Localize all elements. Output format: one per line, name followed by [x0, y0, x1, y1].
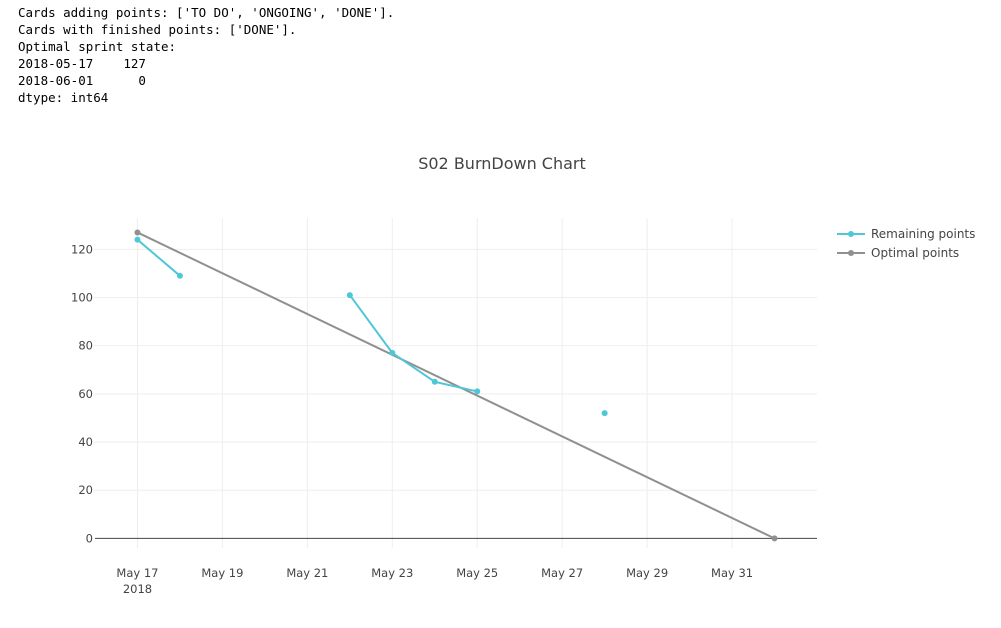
legend-item-optimal-points[interactable]: Optimal points	[837, 246, 959, 260]
y-tick-label: 120	[71, 242, 93, 256]
y-tick-label: 60	[78, 387, 93, 401]
series-line	[136, 238, 181, 277]
y-tick-label: 80	[78, 339, 93, 353]
console-line: Optimal sprint state:	[18, 39, 177, 54]
console-line: Cards adding points: ['TO DO', 'ONGOING'…	[18, 5, 395, 20]
legend-marker-icon	[848, 250, 854, 256]
data-point[interactable]	[176, 272, 183, 279]
series-optimal-points	[134, 229, 778, 542]
y-gridlines	[95, 248, 817, 491]
series-line	[137, 231, 775, 540]
x-tick-label: May 27	[541, 566, 583, 580]
data-point[interactable]	[134, 229, 141, 236]
series-line	[349, 294, 478, 393]
y-tick-label: 20	[78, 483, 93, 497]
x-year-label: 2018	[123, 582, 152, 596]
legend-label: Optimal points	[871, 246, 959, 260]
data-point[interactable]	[431, 378, 438, 385]
x-tick-label: May 17	[116, 566, 158, 580]
data-point[interactable]	[134, 236, 141, 243]
x-tick-label: May 31	[711, 566, 753, 580]
y-tick-label: 0	[86, 531, 93, 545]
chart-title: S02 BurnDown Chart	[418, 154, 586, 173]
legend-marker-icon	[848, 231, 854, 237]
data-point[interactable]	[474, 388, 481, 395]
series-layer	[134, 229, 778, 542]
x-tick-label: May 21	[286, 566, 328, 580]
y-tick-label: 100	[71, 290, 93, 304]
x-tick-label: May 25	[456, 566, 498, 580]
legend-item-remaining-points[interactable]: Remaining points	[837, 227, 975, 241]
console-line: 2018-05-17 127	[18, 56, 146, 71]
x-tick-label: May 29	[626, 566, 668, 580]
data-point[interactable]	[601, 410, 608, 417]
console-line: Cards with finished points: ['DONE'].	[18, 22, 297, 37]
y-axis-ticks: 0 20 40 60 80 100 120	[71, 242, 93, 545]
x-axis-ticks: May 17 May 19 May 21 May 23 May 25 May 27 May …	[116, 566, 753, 596]
console-line: dtype: int64	[18, 90, 109, 105]
y-tick-label: 40	[78, 435, 93, 449]
x-tick-label: May 19	[201, 566, 243, 580]
legend-label: Remaining points	[871, 227, 975, 241]
data-point[interactable]	[771, 535, 778, 542]
x-tick-label: May 23	[371, 566, 413, 580]
console-line: 2018-06-01 0	[18, 73, 146, 88]
series-remaining-points	[134, 236, 608, 417]
legend[interactable]: Remaining points Optimal points	[837, 227, 975, 260]
data-point[interactable]	[389, 349, 396, 356]
console-output: Cards adding points: ['TO DO', 'ONGOING'…	[18, 4, 394, 106]
data-point[interactable]	[346, 292, 353, 299]
